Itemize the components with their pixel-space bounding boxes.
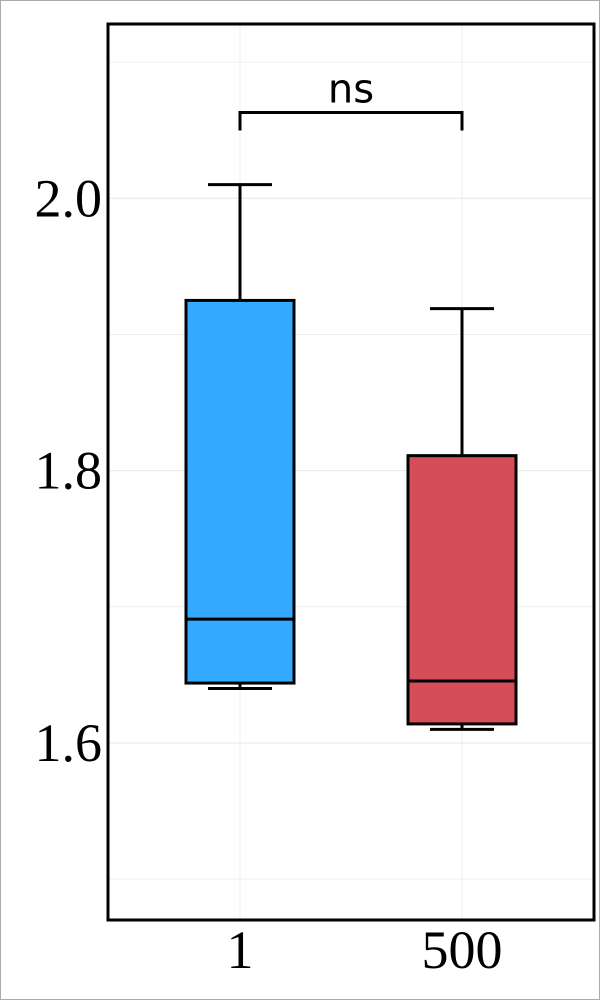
significance-bracket bbox=[238, 111, 464, 131]
box bbox=[406, 454, 518, 726]
y-tick-label: 2.0 bbox=[35, 168, 103, 228]
y-tick-label: 1.6 bbox=[35, 713, 103, 773]
annotation-text: ns bbox=[328, 67, 374, 113]
box bbox=[184, 298, 296, 685]
x-tick-label: 1 bbox=[227, 920, 254, 980]
x-tick-label: 500 bbox=[422, 920, 503, 980]
y-tick-label: 1.8 bbox=[35, 441, 103, 501]
plot-frame bbox=[106, 22, 596, 922]
